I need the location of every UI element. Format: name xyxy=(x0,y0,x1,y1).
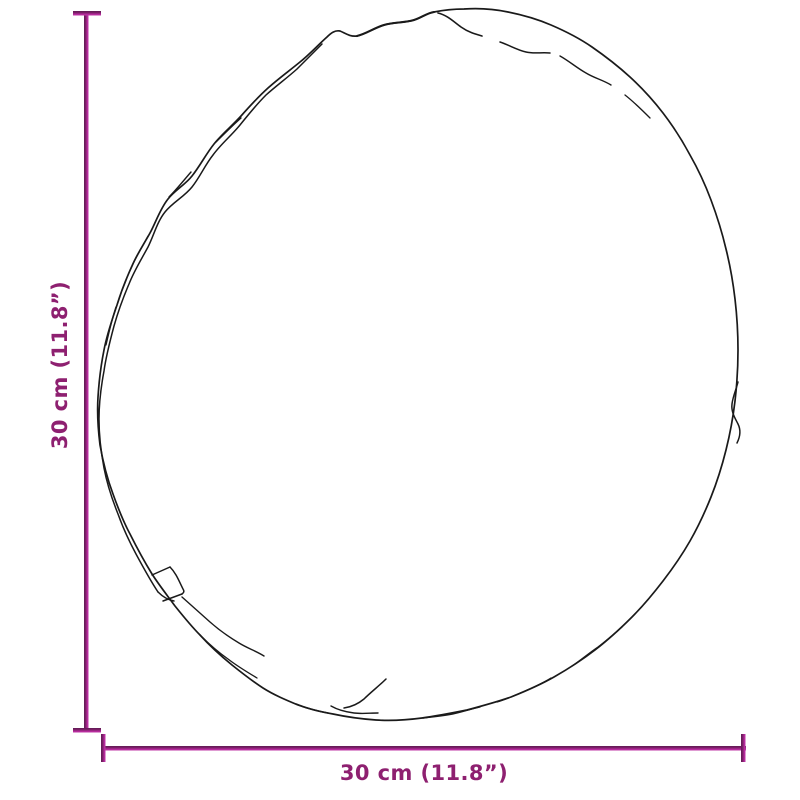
vertical-dimension-line-icon xyxy=(84,13,89,731)
height-dimension-label: 30 cm (11.8”) xyxy=(48,280,72,450)
dimension-tick-icon xyxy=(73,11,101,16)
width-dimension-label: 30 cm (11.8”) xyxy=(339,761,509,785)
dimension-tick-icon xyxy=(101,734,106,762)
dimension-tick-icon xyxy=(73,728,101,733)
width-dimension-group xyxy=(101,734,746,762)
height-dimension-group xyxy=(73,11,101,733)
horizontal-dimension-line-icon xyxy=(103,746,746,751)
dimension-tick-icon xyxy=(741,734,746,762)
round-cushion-outline-icon xyxy=(96,7,741,722)
